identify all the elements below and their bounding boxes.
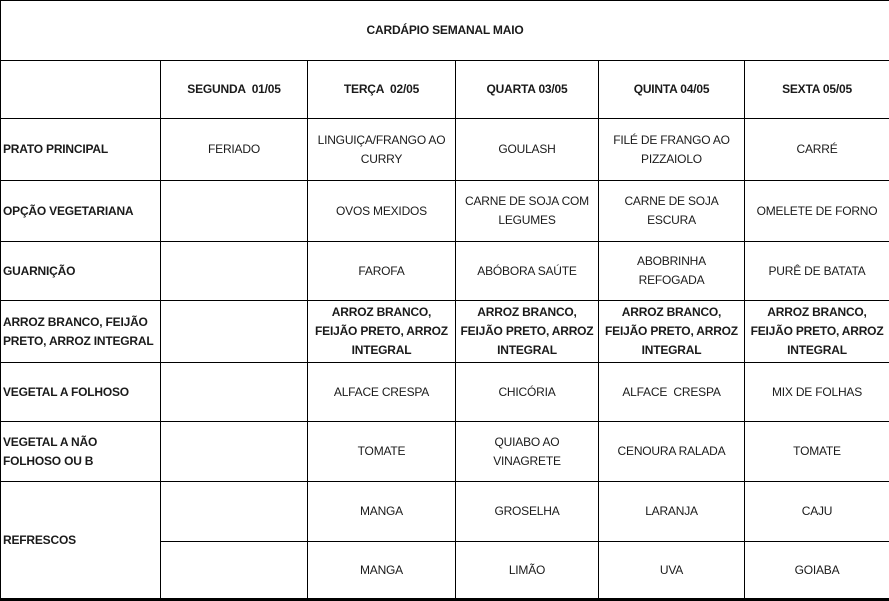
row-label-vegetal-nao-folhoso: VEGETAL A NÃO FOLHOSO OU B [0, 421, 161, 482]
header-sexta: SEXTA 05/05 [743, 60, 889, 119]
table-row: ARROZ BRANCO, FEIJÃO PRETO, ARROZ INTEGR… [0, 300, 889, 363]
row-label-prato-principal: PRATO PRINCIPAL [0, 118, 161, 181]
menu-cell: ARROZ BRANCO, FEIJÃO PRETO, ARROZ INTEGR… [455, 300, 599, 363]
row-label-arroz-feijao: ARROZ BRANCO, FEIJÃO PRETO, ARROZ INTEGR… [0, 300, 161, 363]
menu-cell: TOMATE [743, 421, 889, 482]
menu-cell [160, 180, 308, 242]
menu-cell: UVA [598, 541, 745, 600]
menu-cell: FERIADO [160, 118, 308, 181]
row-label-opcao-vegetariana: OPÇÃO VEGETARIANA [0, 180, 161, 242]
menu-cell: CENOURA RALADA [598, 421, 745, 482]
header-row: SEGUNDA 01/05 TERÇA 02/05 QUARTA 03/05 Q… [0, 60, 889, 119]
header-quarta: QUARTA 03/05 [455, 60, 599, 119]
menu-cell: CARRÉ [743, 118, 889, 181]
menu-cell: MANGA [307, 481, 456, 542]
menu-cell: GROSELHA [455, 481, 599, 542]
table-row: PRATO PRINCIPAL FERIADO LINGUIÇA/FRANGO … [0, 118, 889, 181]
header-empty [0, 60, 161, 119]
row-label-guarnicao: GUARNIÇÃO [0, 241, 161, 301]
menu-cell: CAJU [743, 481, 889, 542]
menu-cell: FILÉ DE FRANGO AO PIZZAIOLO [598, 118, 745, 181]
menu-cell: FAROFA [307, 241, 456, 301]
header-terca: TERÇA 02/05 [307, 60, 456, 119]
table-row: VEGETAL A FOLHOSO ALFACE CRESPA CHICÓRIA… [0, 362, 889, 422]
menu-cell: LIMÃO [455, 541, 599, 600]
menu-cell: ABÓBORA SAÚTE [455, 241, 599, 301]
menu-cell [160, 300, 308, 363]
header-segunda: SEGUNDA 01/05 [160, 60, 308, 119]
table-row: GUARNIÇÃO FAROFA ABÓBORA SAÚTE ABOBRINHA… [0, 241, 889, 301]
menu-cell: OMELETE DE FORNO [743, 180, 889, 242]
menu-cell: LARANJA [598, 481, 745, 542]
menu-cell [160, 481, 308, 542]
menu-cell [160, 241, 308, 301]
menu-cell: ABOBRINHA REFOGADA [598, 241, 745, 301]
menu-cell: CARNE DE SOJA ESCURA [598, 180, 745, 242]
menu-cell [160, 421, 308, 482]
menu-cell: ARROZ BRANCO, FEIJÃO PRETO, ARROZ INTEGR… [307, 300, 456, 363]
table-row: VEGETAL A NÃO FOLHOSO OU B TOMATE QUIABO… [0, 421, 889, 482]
menu-cell: MIX DE FOLHAS [743, 362, 889, 422]
menu-cell: QUIABO AO VINAGRETE [455, 421, 599, 482]
title-row: CARDÁPIO SEMANAL MAIO [0, 0, 889, 61]
page-title: CARDÁPIO SEMANAL MAIO [0, 0, 889, 61]
menu-cell [160, 362, 308, 422]
menu-cell: ARROZ BRANCO, FEIJÃO PRETO, ARROZ INTEGR… [598, 300, 745, 363]
menu-cell: ALFACE CRESPA [598, 362, 745, 422]
menu-cell: GOIABA [743, 541, 889, 600]
row-label-refrescos: REFRESCOS [0, 481, 161, 600]
menu-cell: CHICÓRIA [455, 362, 599, 422]
row-label-vegetal-folhoso: VEGETAL A FOLHOSO [0, 362, 161, 422]
menu-cell: ALFACE CRESPA [307, 362, 456, 422]
header-quinta: QUINTA 04/05 [598, 60, 745, 119]
menu-cell [160, 541, 308, 600]
menu-cell: OVOS MEXIDOS [307, 180, 456, 242]
menu-cell: TOMATE [307, 421, 456, 482]
table-row: OPÇÃO VEGETARIANA OVOS MEXIDOS CARNE DE … [0, 180, 889, 242]
table-row: REFRESCOS MANGA GROSELHA LARANJA CAJU [0, 481, 889, 600]
menu-cell: ARROZ BRANCO, FEIJÃO PRETO, ARROZ INTEGR… [743, 300, 889, 363]
menu-cell: PURÊ DE BATATA [743, 241, 889, 301]
menu-cell: GOULASH [455, 118, 599, 181]
menu-cell: LINGUIÇA/FRANGO AO CURRY [307, 118, 456, 181]
menu-cell: CARNE DE SOJA COM LEGUMES [455, 180, 599, 242]
menu-cell: MANGA [307, 541, 456, 600]
